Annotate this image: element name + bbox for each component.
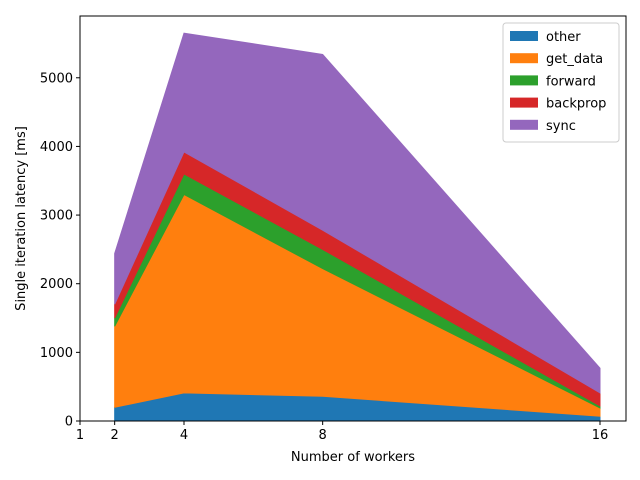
y-tick-label-1000: 1000 — [40, 346, 73, 361]
y-tick-label-5000: 5000 — [40, 71, 73, 86]
legend-swatch-other — [510, 31, 538, 41]
legend-swatch-get_data — [510, 53, 538, 64]
y-axis-label: Single iteration latency [ms] — [14, 126, 29, 311]
legend-box — [502, 22, 620, 143]
legend-swatch-forward — [510, 75, 538, 86]
legend-label-other: other — [546, 30, 581, 45]
y-axis: 0 1000 2000 3000 4000 5000 — [40, 71, 80, 430]
x-tick-label-1: 1 — [76, 428, 84, 443]
x-tick-label-2: 2 — [111, 428, 119, 443]
legend-label-backprop: backprop — [546, 97, 606, 112]
y-tick-label-0: 0 — [65, 415, 73, 430]
legend-swatch-backprop — [510, 97, 538, 108]
y-tick-label-2000: 2000 — [40, 277, 73, 292]
legend-item-other: other — [510, 30, 581, 45]
legend-swatch-sync — [510, 119, 538, 130]
x-axis-label: Number of workers — [291, 450, 415, 465]
x-tick-label-8: 8 — [319, 428, 327, 443]
legend-label-get_data: get_data — [546, 52, 603, 67]
legend-label-sync: sync — [546, 119, 576, 134]
plot-frame — [79, 15, 627, 422]
legend-item-backprop: backprop — [510, 97, 606, 112]
legend-item-forward: forward — [510, 74, 596, 89]
y-tick-label-4000: 4000 — [40, 140, 73, 155]
y-tick-label-3000: 3000 — [40, 209, 73, 224]
legend-label-forward: forward — [546, 74, 596, 89]
x-tick-label-16: 16 — [592, 428, 609, 443]
legend-item-sync: sync — [510, 119, 576, 134]
x-tick-label-4: 4 — [180, 428, 188, 443]
x-axis: 1 2 4 8 16 — [76, 421, 608, 443]
area-sync — [114, 32, 601, 394]
legend-item-get_data: get_data — [510, 52, 603, 67]
